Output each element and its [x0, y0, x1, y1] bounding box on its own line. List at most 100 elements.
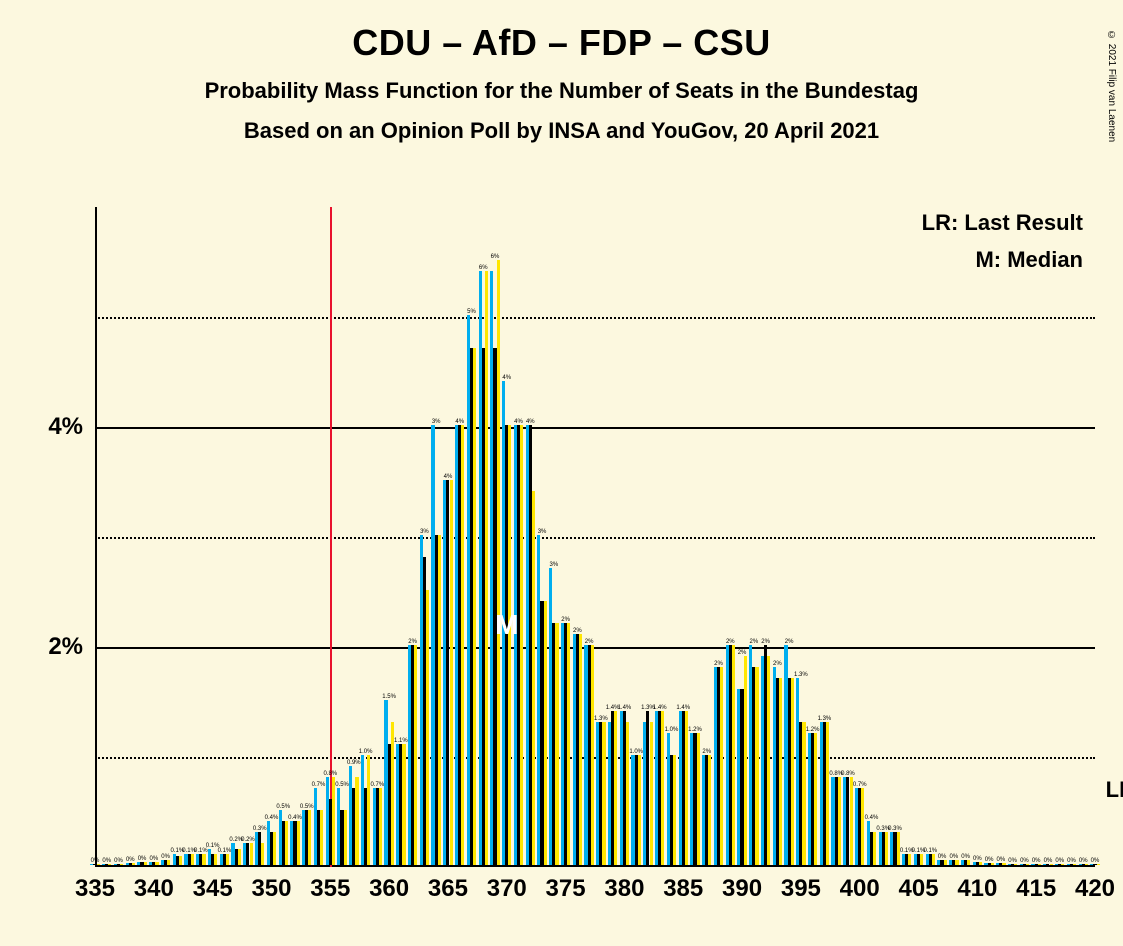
- bar-value-label: 0.4%: [865, 815, 879, 821]
- bar: [802, 722, 805, 865]
- x-tick-label: 375: [546, 875, 586, 903]
- bar: [826, 722, 829, 865]
- bar-value-label: 2%: [714, 661, 723, 667]
- bar: [755, 667, 758, 865]
- bar: [379, 788, 382, 865]
- bar: [132, 863, 135, 865]
- bar: [650, 722, 653, 865]
- bar-value-label: 1.1%: [394, 738, 408, 744]
- gridline-major: [95, 427, 1095, 429]
- bar: [273, 832, 276, 865]
- bar-value-label: 1.0%: [629, 749, 643, 755]
- bar-value-label: 0.8%: [841, 771, 855, 777]
- bar-value-label: 0.4%: [265, 815, 279, 821]
- x-tick-label: 385: [663, 875, 703, 903]
- bar-value-label: 2%: [573, 628, 582, 634]
- x-tick-label: 360: [369, 875, 409, 903]
- bar-value-label: 0.7%: [853, 782, 867, 788]
- legend-m: M: Median: [975, 247, 1083, 273]
- chart-title: CDU – AfD – FDP – CSU: [0, 22, 1123, 64]
- bar: [520, 425, 523, 865]
- bar-value-label: 1.0%: [359, 749, 373, 755]
- bar-value-label: 0%: [126, 857, 135, 863]
- bar: [791, 678, 794, 865]
- bar-value-label: 0%: [1091, 858, 1100, 864]
- bar-value-label: 0%: [1044, 858, 1053, 864]
- x-tick-label: 405: [898, 875, 938, 903]
- bar-value-label: 0.7%: [312, 782, 326, 788]
- bar: [532, 491, 535, 865]
- bar-value-label: 4%: [455, 419, 464, 425]
- bar: [320, 810, 323, 865]
- copyright-text: © 2021 Filip van Laenen: [1106, 30, 1117, 142]
- bar: [850, 777, 853, 865]
- last-result-line: [330, 207, 332, 867]
- bar: [955, 860, 958, 866]
- bar: [461, 425, 464, 865]
- bar-value-label: 2%: [702, 749, 711, 755]
- bar: [167, 860, 170, 866]
- x-tick-label: 420: [1075, 875, 1115, 903]
- bar-value-label: 0%: [114, 858, 123, 864]
- bar: [991, 863, 994, 865]
- bar-value-label: 2%: [785, 639, 794, 645]
- bar-value-label: 2%: [726, 639, 735, 645]
- bar-value-label: 0%: [91, 858, 100, 864]
- gridline-minor: [95, 317, 1095, 319]
- bar: [744, 656, 747, 865]
- bar-value-label: 0%: [1055, 858, 1064, 864]
- chart-area: LR: Last Result M: Median 2%4%3353403453…: [95, 207, 1095, 867]
- bar-value-label: 0.1%: [218, 848, 232, 854]
- bar: [144, 862, 147, 865]
- x-tick-label: 355: [310, 875, 350, 903]
- bar: [450, 480, 453, 865]
- bar: [226, 854, 229, 865]
- bar: [967, 860, 970, 866]
- bar-value-label: 0%: [973, 856, 982, 862]
- bar-value-label: 0%: [161, 854, 170, 860]
- bar-value-label: 0%: [149, 856, 158, 862]
- bar: [720, 667, 723, 865]
- bar: [1038, 864, 1041, 865]
- x-tick-label: 380: [604, 875, 644, 903]
- bar-value-label: 1.3%: [818, 716, 832, 722]
- bar: [567, 623, 570, 865]
- bar: [1002, 863, 1005, 865]
- bar-value-label: 0.3%: [888, 826, 902, 832]
- bar-value-label: 0%: [1067, 858, 1076, 864]
- bar: [238, 849, 241, 866]
- bar-value-label: 2%: [761, 639, 770, 645]
- chart-subtitle: Probability Mass Function for the Number…: [0, 78, 1123, 104]
- bar: [202, 854, 205, 865]
- bar: [426, 590, 429, 865]
- bar-value-label: 0.1%: [194, 848, 208, 854]
- bar-value-label: 0%: [138, 856, 147, 862]
- bar-value-label: 3%: [432, 419, 441, 425]
- bar: [261, 843, 264, 865]
- bar-value-label: 1.3%: [794, 672, 808, 678]
- bar: [414, 645, 417, 865]
- bar-value-label: 0.5%: [276, 804, 290, 810]
- bar: [1014, 864, 1017, 865]
- bar: [485, 271, 488, 865]
- bar-value-label: 2%: [585, 639, 594, 645]
- bar-value-label: 0%: [102, 858, 111, 864]
- bar-value-label: 0.3%: [253, 826, 267, 832]
- bar-value-label: 0%: [1032, 858, 1041, 864]
- bar-value-label: 2%: [773, 661, 782, 667]
- x-tick-label: 395: [781, 875, 821, 903]
- bar-value-label: 1.3%: [594, 716, 608, 722]
- bar: [873, 832, 876, 865]
- bar-value-label: 4%: [502, 375, 511, 381]
- bar: [332, 777, 335, 865]
- bar: [120, 864, 123, 865]
- bar-value-label: 3%: [538, 529, 547, 535]
- chart-subtitle-2: Based on an Opinion Poll by INSA and You…: [0, 118, 1123, 144]
- bar: [708, 755, 711, 865]
- bar-value-label: 1.4%: [653, 705, 667, 711]
- bar: [214, 854, 217, 865]
- bar: [402, 744, 405, 865]
- median-marker: M: [495, 609, 518, 641]
- bar: [1026, 864, 1029, 865]
- bar-value-label: 0.5%: [300, 804, 314, 810]
